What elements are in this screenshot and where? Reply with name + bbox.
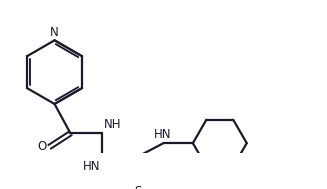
Text: HN: HN bbox=[153, 128, 171, 141]
Text: N: N bbox=[50, 26, 59, 39]
Text: S: S bbox=[134, 185, 142, 189]
Text: O: O bbox=[38, 140, 47, 153]
Text: NH: NH bbox=[104, 118, 122, 131]
Text: HN: HN bbox=[83, 160, 100, 173]
